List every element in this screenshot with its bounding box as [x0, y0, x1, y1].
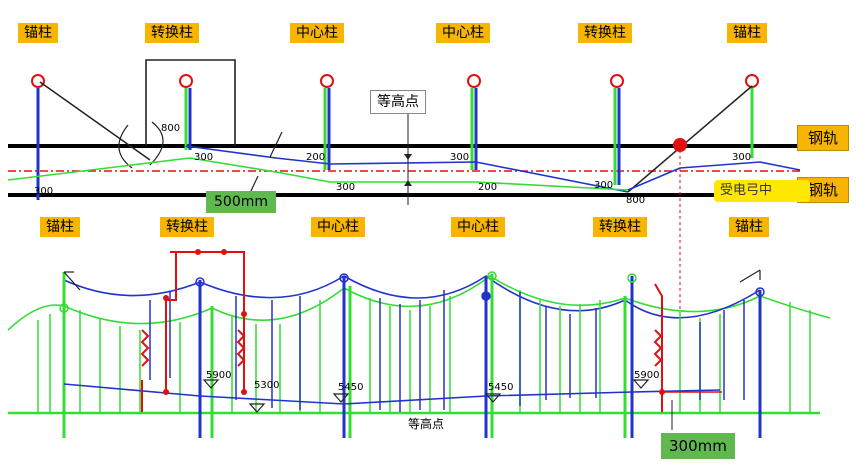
contact-wire-blue-bottom	[63, 383, 721, 405]
measure-5900a: 5900	[206, 370, 231, 381]
bottom-label-center-left: 中心柱	[311, 217, 365, 237]
dim-300mm: 300mm	[661, 433, 735, 459]
contact-wire-green-top	[7, 157, 629, 191]
measure-5300: 5300	[254, 380, 279, 391]
measure-300f: 300	[732, 152, 751, 163]
measure-5450a: 5450	[338, 382, 363, 393]
bottom-label-anchor-left: 锚柱	[40, 217, 80, 237]
measure-5900b: 5900	[634, 370, 659, 381]
contact-wire-blue-top-2	[627, 161, 801, 191]
messenger-blue	[63, 275, 761, 319]
bottom-label-center-right: 中心柱	[451, 217, 505, 237]
measure-200a: 200	[306, 152, 325, 163]
top-poles	[31, 74, 759, 200]
anchor-bottom	[63, 269, 761, 291]
bottom-poles	[59, 271, 765, 438]
height-triangles	[202, 379, 650, 413]
top-label-transition-right: 转换柱	[578, 23, 632, 43]
pantograph-dot	[673, 138, 687, 152]
measure-300e: 300	[594, 180, 613, 191]
rail-label-upper: 钢轨	[797, 125, 850, 151]
equal-height-label: 等高点	[370, 90, 426, 114]
transition-jumper-bottom	[140, 251, 663, 412]
top-label-center-right: 中心柱	[436, 23, 490, 43]
measure-5450b: 5450	[488, 382, 513, 393]
top-label-transition-left: 转换柱	[145, 23, 199, 43]
measure-300d: 300	[450, 152, 469, 163]
top-label-anchor-right: 锚柱	[727, 23, 767, 43]
droppers-blue	[149, 290, 745, 412]
bottom-label-transition-right: 转换柱	[593, 217, 647, 237]
measure-300b: 300	[34, 186, 53, 197]
dim-500mm: 500mm	[206, 191, 276, 213]
equal-height-label-bottom: 等高点	[408, 416, 444, 431]
measure-800a: 800	[161, 123, 180, 134]
measure-300a: 300	[194, 152, 213, 163]
messenger-green	[7, 275, 831, 331]
bottom-label-transition-left: 转换柱	[160, 217, 214, 237]
measure-800b: 800	[626, 195, 645, 206]
droppers-green	[37, 290, 811, 413]
transition-jumper-top	[145, 59, 236, 146]
anchor-wires-top	[39, 81, 753, 193]
pantograph-label: 受电弓中	[714, 180, 810, 202]
bottom-label-anchor-right: 锚柱	[729, 217, 769, 237]
top-label-anchor-left: 锚柱	[18, 23, 58, 43]
contact-wire-blue-top	[185, 145, 629, 193]
measure-300c: 300	[336, 182, 355, 193]
measure-200b: 200	[478, 182, 497, 193]
top-label-center-left: 中心柱	[290, 23, 344, 43]
